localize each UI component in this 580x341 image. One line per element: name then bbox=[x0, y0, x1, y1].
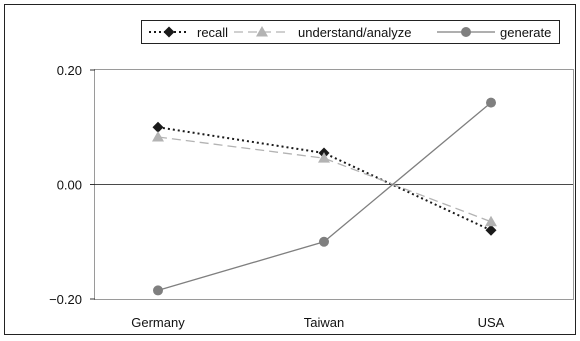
legend-marker bbox=[461, 27, 471, 37]
legend-label: recall bbox=[197, 25, 228, 40]
legend-marker bbox=[256, 26, 268, 37]
legend-item: understand/analyze bbox=[234, 25, 411, 40]
legend: recall understand/analyze generate bbox=[141, 20, 560, 44]
series-generate bbox=[153, 97, 496, 296]
legend-item: recall bbox=[149, 25, 228, 40]
data-point-generate bbox=[486, 97, 496, 108]
data-point-understand-analyze bbox=[152, 130, 164, 142]
legend-item: generate bbox=[437, 25, 551, 40]
data-point-understand-analyze bbox=[485, 215, 497, 227]
y-tick-label: −0.20 bbox=[49, 292, 82, 307]
series-layer bbox=[152, 97, 497, 296]
series-understand-analyze bbox=[152, 130, 497, 227]
series-recall bbox=[152, 121, 497, 236]
series-line bbox=[157, 126, 492, 232]
legend-box bbox=[141, 20, 560, 44]
data-point-generate bbox=[319, 236, 329, 247]
x-tick-label: Taiwan bbox=[304, 315, 344, 330]
legend-label: generate bbox=[500, 25, 551, 40]
x-axis: Germany Taiwan USA bbox=[131, 315, 504, 330]
data-point-generate bbox=[153, 285, 163, 296]
x-tick-label: USA bbox=[478, 315, 505, 330]
y-tick-label: 0.20 bbox=[57, 63, 82, 78]
data-point-understand-analyze bbox=[318, 152, 330, 163]
chart-frame bbox=[4, 4, 576, 335]
legend-marker bbox=[163, 26, 175, 38]
data-point-recall bbox=[152, 121, 164, 133]
data-point-recall bbox=[485, 224, 497, 236]
y-tick-label: 0.00 bbox=[57, 178, 82, 193]
legend-label: understand/analyze bbox=[298, 25, 411, 40]
series-line bbox=[157, 136, 492, 223]
x-tick-label: Germany bbox=[131, 315, 185, 330]
y-axis: 0.20 0.00 −0.20 bbox=[49, 63, 95, 307]
